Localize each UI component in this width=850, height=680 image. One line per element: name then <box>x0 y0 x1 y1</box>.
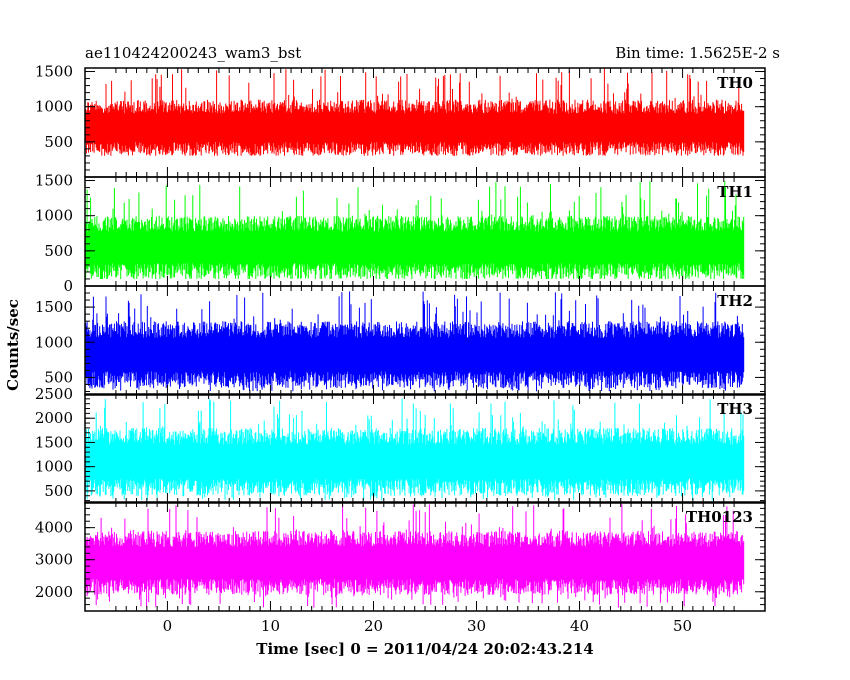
y-tick-label: 1500 <box>35 433 73 451</box>
series-th1 <box>84 181 745 279</box>
chart-title: ae110424200243_wam3_bst <box>85 44 301 62</box>
y-tick-label: 1000 <box>35 333 73 351</box>
y-tick-label: 1000 <box>35 98 73 116</box>
y-tick-label: 1500 <box>35 63 73 81</box>
panel-th3: 500 1000 1500 2000 2500 TH3 <box>35 385 766 504</box>
y-axis-label: Counts/sec <box>4 299 22 391</box>
x-tick-label: 10 <box>261 617 280 635</box>
x-tick-label: 20 <box>364 617 383 635</box>
panel-label: TH3 <box>717 400 753 418</box>
panel-label: TH0 <box>717 74 753 92</box>
series-th0123 <box>84 503 745 608</box>
y-tick-label: 500 <box>44 133 73 151</box>
y-tick-label: 500 <box>44 482 73 500</box>
bin-time-label: Bin time: 1.5625E-2 s <box>615 44 780 62</box>
y-tick-label: 2000 <box>35 583 73 601</box>
y-tick-label: 2000 <box>35 409 73 427</box>
panel-label: TH0123 <box>686 508 753 526</box>
panel-th2: 500 1000 1500 TH2 <box>35 285 766 396</box>
series-th2 <box>84 291 745 392</box>
y-tick-label: 1000 <box>35 207 73 225</box>
panels-group: 500 1000 1500 TH0 0 500 1000 1500 TH1 500 1000 1500… <box>35 63 766 612</box>
series-th0 <box>84 68 745 156</box>
y-tick-label: 500 <box>44 242 73 260</box>
y-tick-label: 4000 <box>35 519 73 537</box>
panel-th0123: 2000 3000 4000 TH0123 <box>35 501 766 612</box>
panel-label: TH1 <box>717 183 753 201</box>
panel-label: TH2 <box>717 292 753 310</box>
y-tick-label: 3000 <box>35 551 73 569</box>
y-tick-label: 500 <box>44 368 73 386</box>
y-tick-label: 1500 <box>35 298 73 316</box>
panel-th0: 500 1000 1500 TH0 <box>35 63 766 178</box>
x-tick-label: 0 <box>163 617 173 635</box>
x-tick-label: 40 <box>570 617 589 635</box>
x-tick-label: 50 <box>673 617 692 635</box>
panel-th1: 0 500 1000 1500 TH1 <box>35 172 766 295</box>
y-tick-label: 1000 <box>35 458 73 476</box>
y-tick-label: 0 <box>63 277 73 295</box>
x-axis: 0 10 20 30 40 50 <box>163 617 692 635</box>
x-tick-label: 30 <box>467 617 486 635</box>
y-tick-label: 2500 <box>35 385 73 403</box>
x-axis-label: Time [sec] 0 = 2011/04/24 20:02:43.214 <box>256 640 593 658</box>
y-tick-label: 1500 <box>35 172 73 190</box>
series-th3 <box>84 398 745 501</box>
